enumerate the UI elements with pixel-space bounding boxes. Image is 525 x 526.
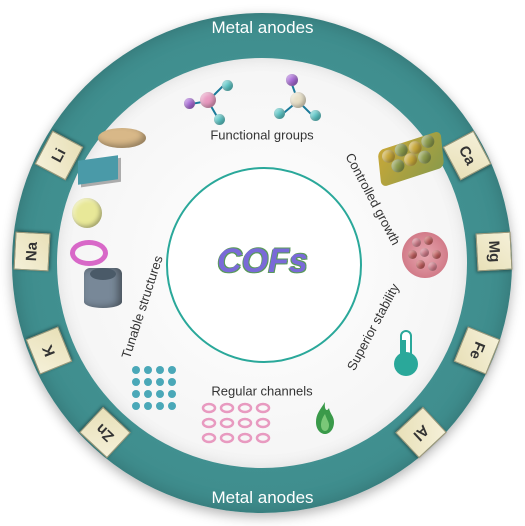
ring-label-top: Metal anodes bbox=[0, 18, 525, 38]
cluster-icon bbox=[402, 232, 450, 280]
ring-grid-icon bbox=[200, 400, 272, 446]
shapes-icon bbox=[70, 120, 160, 330]
thermo-icon bbox=[390, 330, 420, 374]
dot-grid-icon bbox=[128, 362, 184, 418]
fire-icon bbox=[310, 400, 340, 436]
ring-label-bottom: Metal anodes bbox=[0, 488, 525, 508]
molecules-icon bbox=[180, 78, 345, 133]
property-label: Regular channels bbox=[211, 384, 312, 399]
